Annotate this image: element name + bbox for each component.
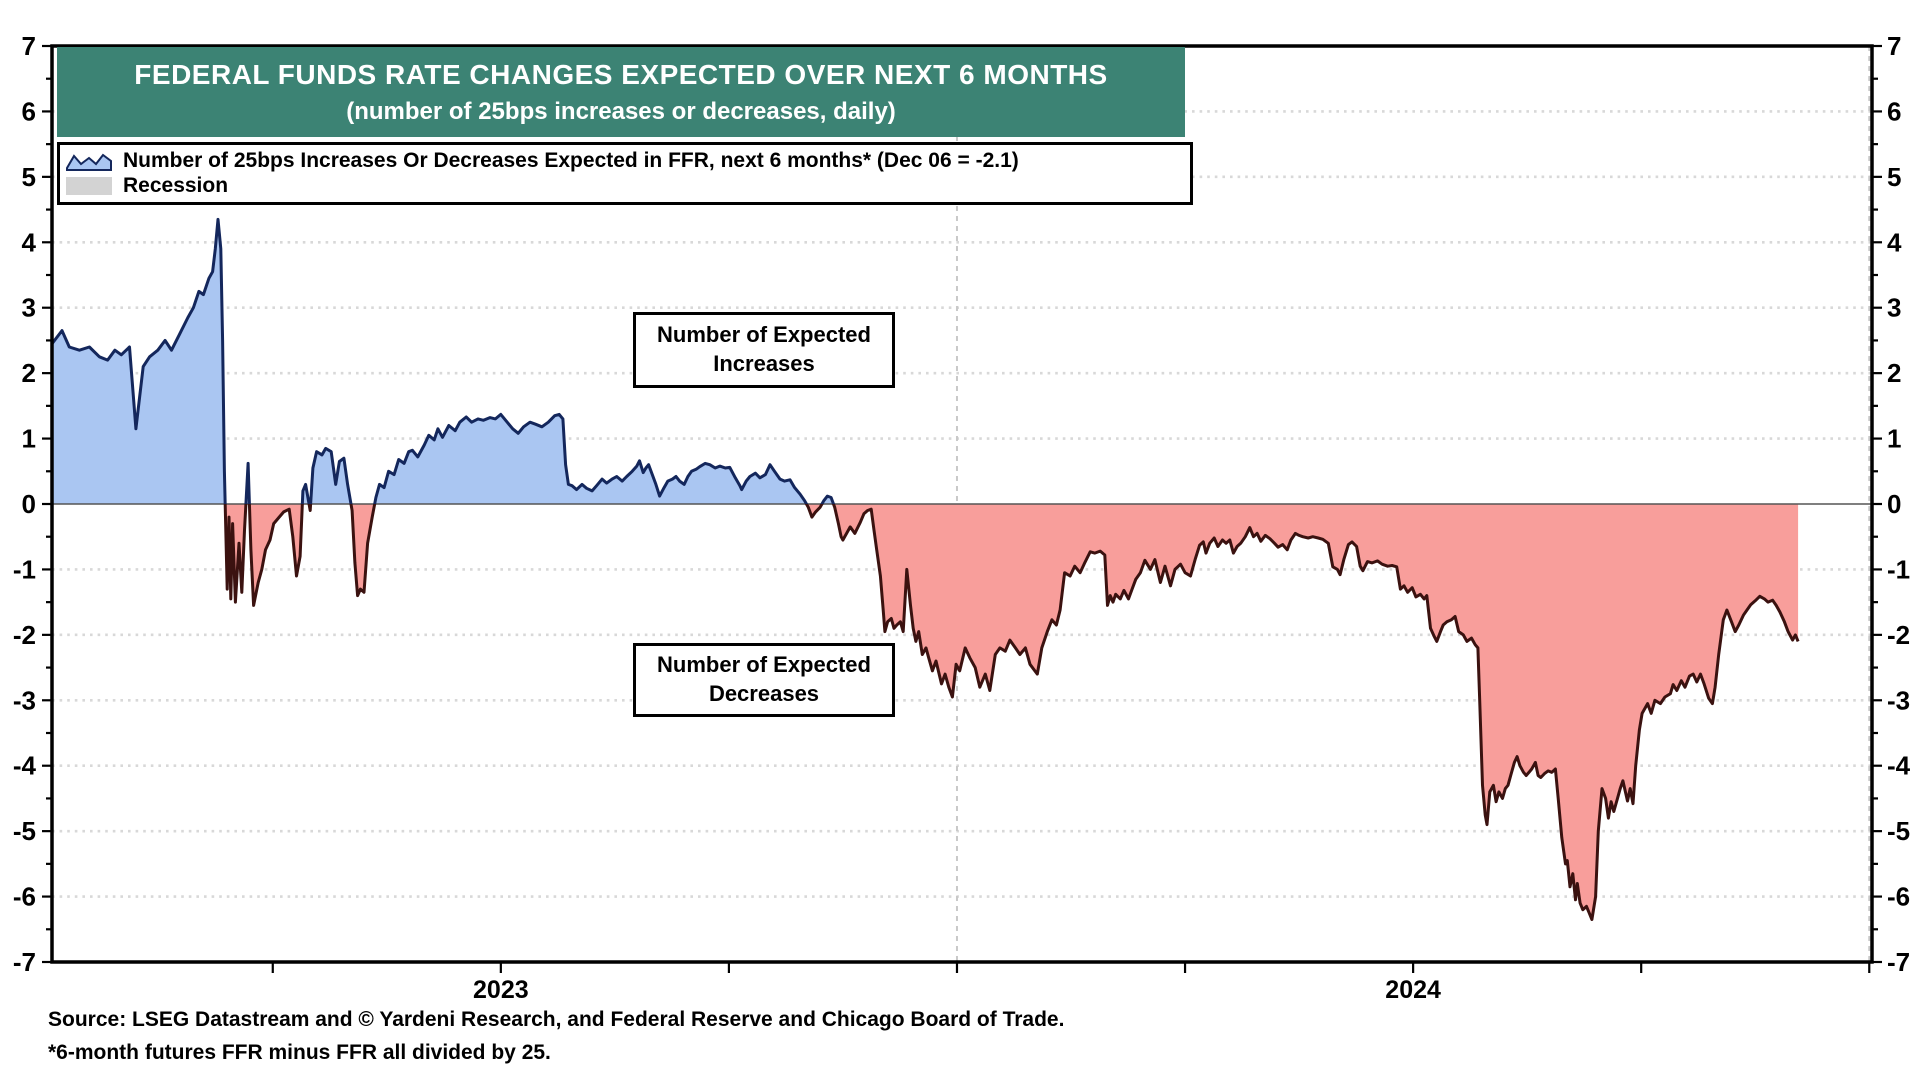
svg-text:-6: -6 [1887, 882, 1910, 912]
chart-title-banner: FEDERAL FUNDS RATE CHANGES EXPECTED OVER… [57, 47, 1185, 137]
annotation-expected-decreases: Number of Expected Decreases [633, 643, 895, 717]
svg-text:-1: -1 [1887, 554, 1910, 584]
svg-text:3: 3 [1887, 293, 1901, 323]
annotation-expected-increases: Number of Expected Increases [633, 312, 895, 388]
footnote-text: *6-month futures FFR minus FFR all divid… [48, 1041, 551, 1064]
svg-text:4: 4 [1887, 227, 1902, 257]
svg-text:3: 3 [22, 293, 36, 323]
svg-text:-3: -3 [13, 685, 36, 715]
svg-text:-5: -5 [1887, 816, 1910, 846]
svg-text:-7: -7 [1887, 947, 1910, 977]
svg-text:-7: -7 [13, 947, 36, 977]
axis-ticks [42, 44, 1882, 973]
axis-labels: 7 7 6 6 5 5 4 4 3 3 2 2 1 1 0 0 -1 -1 -2 -2 -3 -3 -4 -4 -5 -5 -6 -6… [13, 31, 1911, 1004]
svg-text:2023: 2023 [473, 976, 529, 1004]
svg-text:-2: -2 [1887, 620, 1910, 650]
legend-row-series: Number of 25bps Increases Or Decreases E… [66, 149, 1184, 173]
svg-text:2: 2 [1887, 358, 1901, 388]
series-area-swatch-icon [66, 153, 112, 171]
series-area [52, 217, 1872, 921]
svg-text:0: 0 [1887, 489, 1901, 519]
svg-text:1: 1 [1887, 424, 1901, 454]
legend-recession-label: Recession [123, 174, 229, 197]
svg-text:2: 2 [22, 358, 36, 388]
svg-text:2024: 2024 [1385, 976, 1441, 1004]
svg-text:7: 7 [1887, 31, 1901, 61]
legend-row-recession: Recession [66, 174, 1184, 198]
source-text: Source: LSEG Datastream and © Yardeni Re… [48, 1008, 1065, 1031]
svg-text:-6: -6 [13, 882, 36, 912]
svg-text:1: 1 [22, 424, 36, 454]
svg-text:-3: -3 [1887, 685, 1910, 715]
svg-text:5: 5 [22, 162, 36, 192]
svg-text:4: 4 [22, 227, 37, 257]
svg-text:-4: -4 [13, 751, 37, 781]
svg-text:7: 7 [22, 31, 36, 61]
svg-text:6: 6 [1887, 96, 1901, 126]
legend-box: Number of 25bps Increases Or Decreases E… [57, 142, 1193, 205]
svg-text:-5: -5 [13, 816, 36, 846]
legend-series-label: Number of 25bps Increases Or Decreases E… [123, 149, 1019, 172]
chart-subtitle: (number of 25bps increases or decreases,… [346, 97, 896, 125]
svg-text:5: 5 [1887, 162, 1901, 192]
svg-text:-2: -2 [13, 620, 36, 650]
svg-text:-1: -1 [13, 554, 36, 584]
svg-text:6: 6 [22, 96, 36, 126]
chart-title: FEDERAL FUNDS RATE CHANGES EXPECTED OVER… [134, 58, 1108, 90]
svg-text:0: 0 [22, 489, 36, 519]
recession-swatch-icon [66, 177, 112, 195]
svg-text:-4: -4 [1887, 751, 1911, 781]
